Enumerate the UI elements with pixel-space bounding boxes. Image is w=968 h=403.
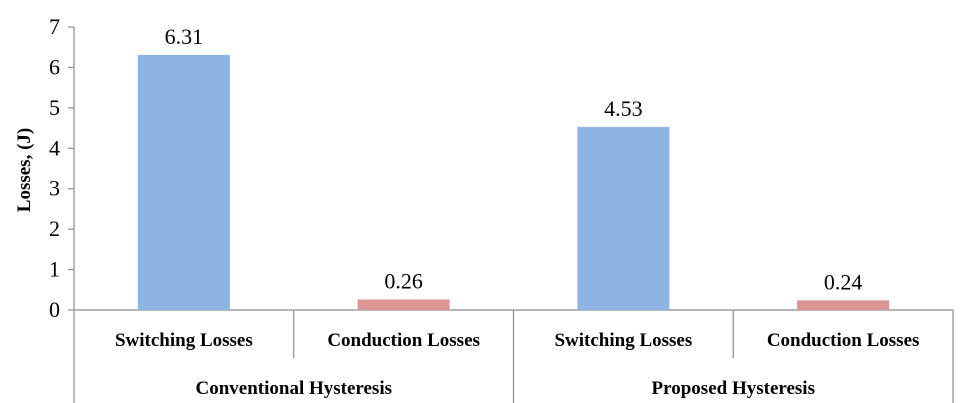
data-label: 4.53 — [604, 96, 643, 121]
y-tick-label: 1 — [49, 257, 60, 282]
x-group-label: Proposed Hysteresis — [652, 378, 815, 399]
bars — [137, 54, 890, 310]
y-tick-label: 5 — [49, 95, 60, 120]
y-tick-label: 2 — [49, 216, 60, 241]
x-category-label: Conduction Losses — [327, 330, 480, 351]
labels: 0 1 2 3 4 5 6 7 6.31 Switching Losses 0.26 Conducti… — [49, 14, 919, 399]
y-tick-label: 0 — [49, 297, 60, 322]
bar — [797, 300, 890, 310]
x-category-label: Switching Losses — [115, 330, 253, 351]
y-tick-label: 7 — [49, 14, 60, 39]
x-category-label: Switching Losses — [554, 330, 692, 351]
y-tick-label: 4 — [49, 135, 60, 160]
y-tick-label: 6 — [49, 54, 60, 79]
x-category-label: Conduction Losses — [767, 330, 920, 351]
bar — [137, 54, 230, 310]
bar — [357, 299, 450, 310]
x-group-label: Conventional Hysteresis — [195, 378, 392, 399]
data-label: 6.31 — [165, 24, 204, 49]
data-label: 0.26 — [384, 268, 423, 293]
data-label: 0.24 — [824, 269, 863, 294]
y-axis-title: Losses, (J) — [14, 128, 35, 212]
bar — [577, 126, 670, 310]
y-tick-label: 3 — [49, 176, 60, 201]
